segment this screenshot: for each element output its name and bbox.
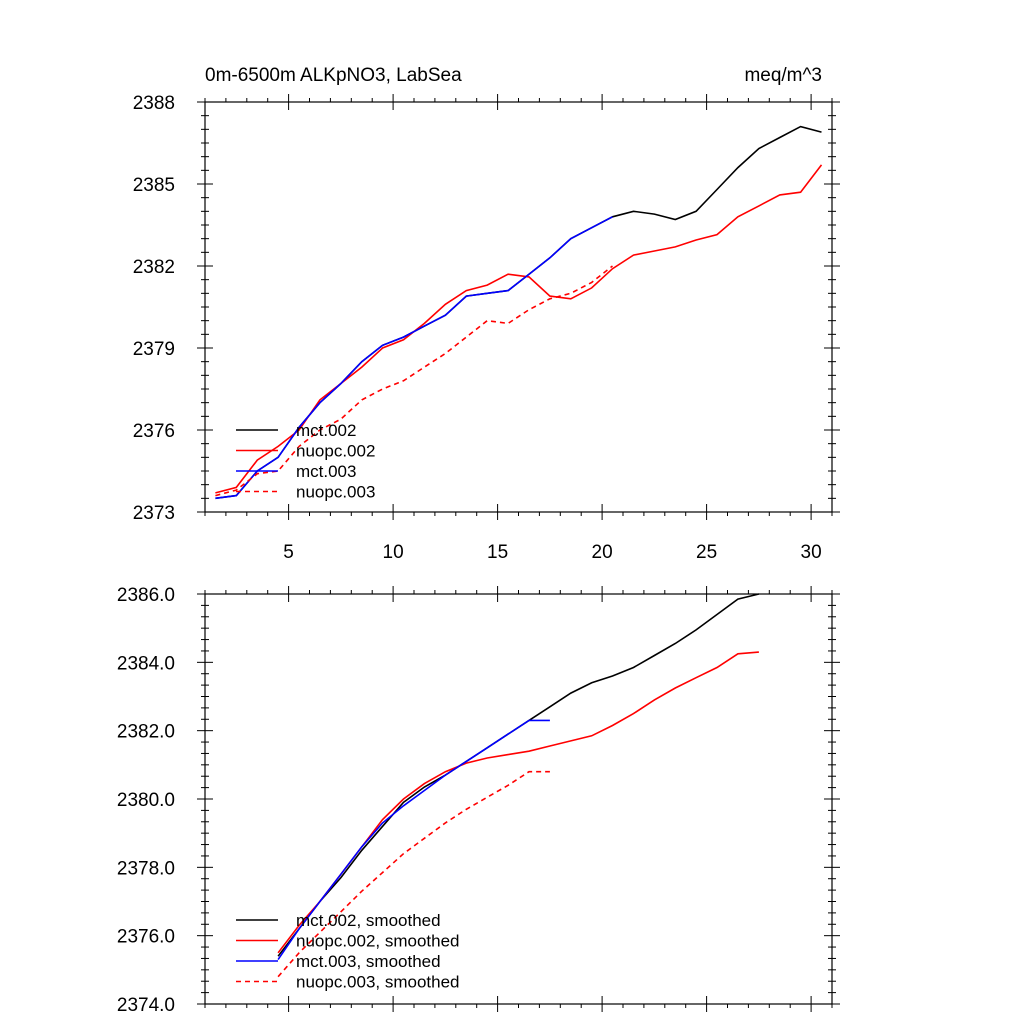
tick-marks: 2373 2376 2379 2382 2385 2388 5 10 15 20 25 30 (133, 93, 840, 563)
tick-marks: 2374.0 2376.0 2378.0 2380.0 2382.0 2384.0 2386… (117, 585, 840, 1016)
series-line-1 (277, 651, 759, 954)
y-tick-label: 2376.0 (117, 927, 175, 948)
x-tick-label: 5 (283, 542, 294, 563)
y-tick-label: 2378.0 (117, 858, 175, 879)
series-line-3 (277, 770, 550, 978)
y-tick-label: 2374.0 (117, 995, 175, 1016)
x-tick-label: 25 (696, 542, 717, 563)
legend-label: mct.002 (296, 421, 356, 440)
legend-label: nuopc.003, smoothed (296, 973, 460, 992)
x-tick-label: 10 (383, 542, 404, 563)
series-group (277, 593, 760, 978)
legend-label: nuopc.002, smoothed (296, 932, 460, 951)
series-line-2 (215, 216, 613, 500)
legend-label: nuopc.003 (296, 483, 375, 502)
y-tick-label: 2386.0 (117, 585, 175, 606)
y-tick-label: 2373 (133, 503, 175, 524)
x-tick-label: 15 (487, 542, 508, 563)
y-tick-label: 2382 (133, 257, 175, 278)
y-tick-label: 2382.0 (117, 722, 175, 743)
top-panel: 0m-6500m ALKpNO3, LabSea meq/m^3 2373237… (133, 65, 840, 563)
series-line-1 (215, 164, 823, 494)
y-tick-label: 2380.0 (117, 790, 175, 811)
chart-units: meq/m^3 (744, 65, 822, 86)
y-tick-label: 2376 (133, 421, 175, 442)
legend-label: mct.002, smoothed (296, 911, 441, 930)
legend-label: mct.003 (296, 462, 356, 481)
y-tick-label: 2388 (133, 93, 175, 114)
bottom-panel: 2374.0 2376.0 2378.0 2380.0 2382.0 2384.0 2386… (117, 585, 840, 1016)
x-tick-label: 20 (592, 542, 613, 563)
chart-title: 0m-6500m ALKpNO3, LabSea (205, 65, 462, 86)
y-tick-label: 2384.0 (117, 653, 175, 674)
legend: mct.002, smoothed nuopc.002, smoothedmct.… (236, 911, 460, 992)
legend-label: mct.003, smoothed (296, 952, 441, 971)
series-group (215, 125, 823, 500)
series-line-3 (215, 265, 613, 497)
series-line-2 (277, 719, 550, 961)
y-tick-label: 2385 (133, 175, 175, 196)
legend-label: nuopc.002 (296, 442, 375, 461)
x-tick-label: 30 (801, 542, 822, 563)
y-tick-label: 2379 (133, 339, 175, 360)
